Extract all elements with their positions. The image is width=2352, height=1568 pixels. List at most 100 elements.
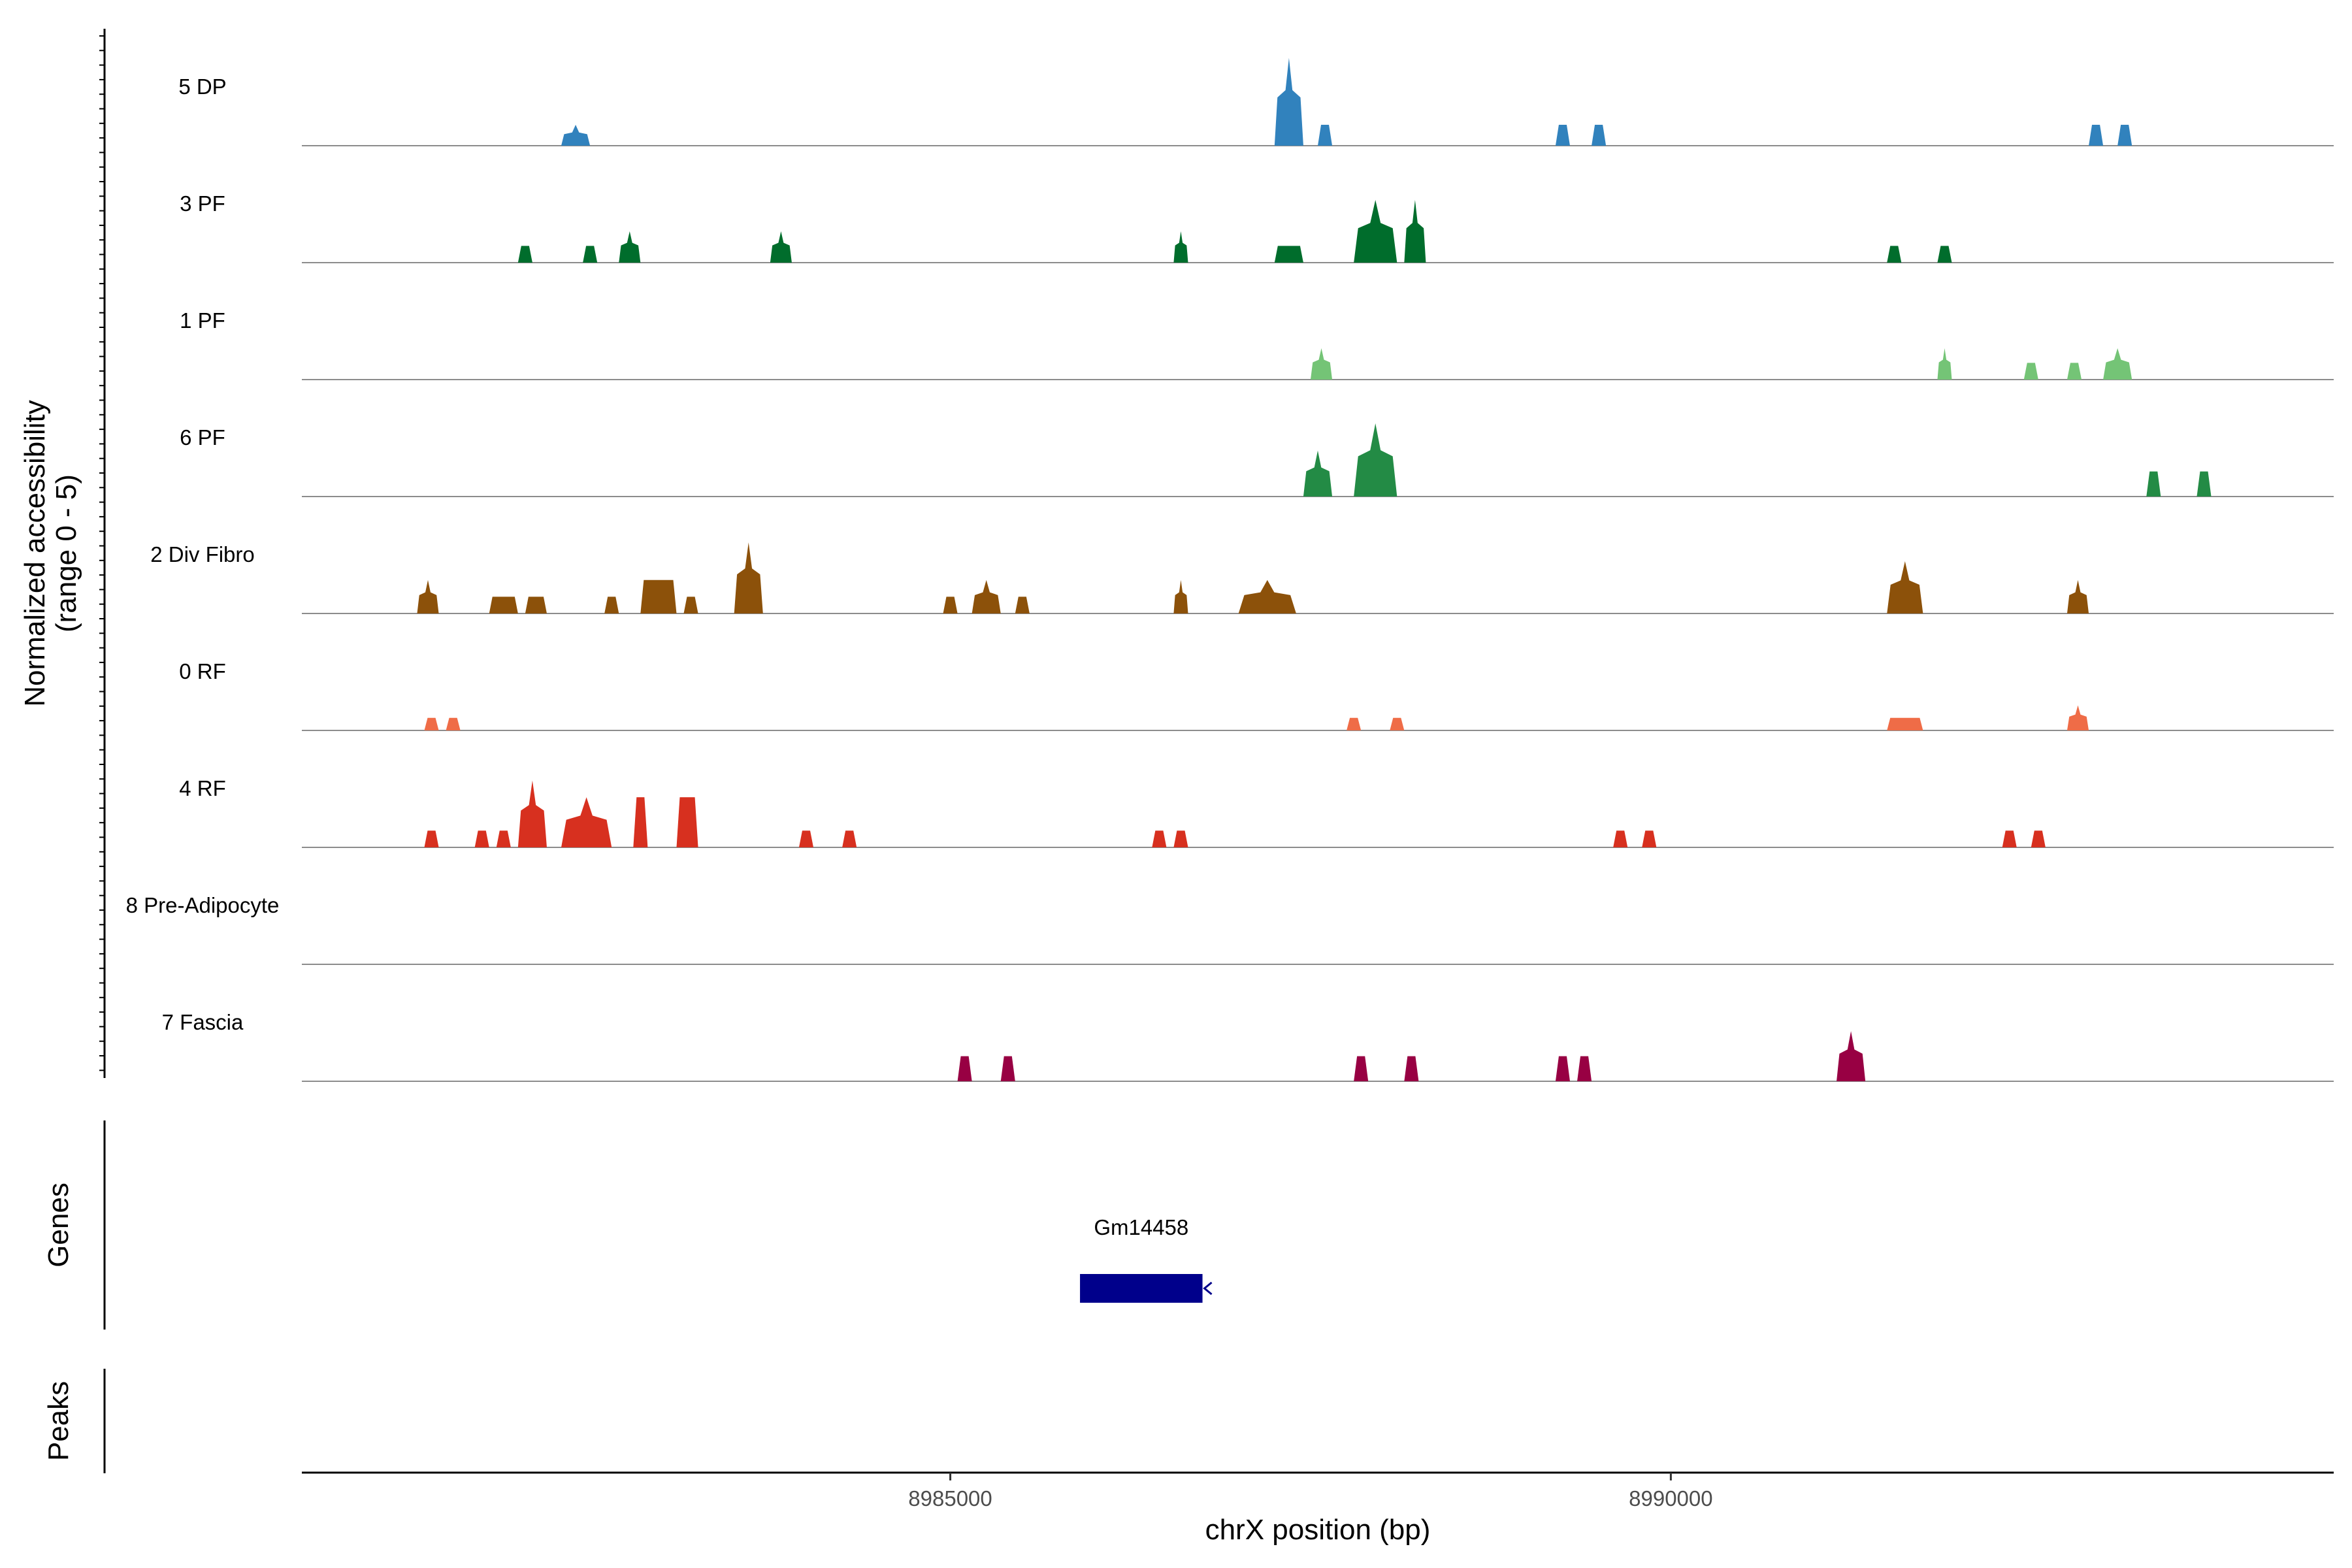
coverage-peak — [1555, 125, 1570, 146]
coverage-peak — [1404, 1056, 1419, 1081]
coverage-peak — [798, 830, 814, 847]
coverage-peak — [957, 1056, 972, 1081]
coverage-peak — [1642, 830, 1657, 847]
coverage-peak — [1015, 596, 1030, 613]
coverage-peak — [683, 596, 698, 613]
coverage-peak — [1887, 717, 1923, 730]
coverage-peak — [1404, 200, 1426, 263]
coverage-peak — [489, 596, 518, 613]
coverage-peak — [1613, 830, 1628, 847]
coverage-peak — [1887, 246, 1902, 263]
coverage-peak — [1592, 125, 1607, 146]
coverage-peak — [640, 580, 677, 613]
coverage-track: 4 RF — [179, 776, 2334, 848]
coverage-peak — [2197, 471, 2212, 497]
coverage-track: 5 DP — [178, 57, 2334, 146]
coverage-peak — [517, 246, 532, 263]
coverage-peak — [633, 797, 648, 847]
coverage-peak — [2146, 471, 2161, 497]
genes-track-title: Genes — [42, 1183, 74, 1267]
coverage-peak — [583, 246, 598, 263]
coverage-peak — [1354, 423, 1397, 497]
coverage-peak — [972, 580, 1001, 613]
coverage-peak — [1173, 231, 1188, 263]
coverage-track: 7 Fascia — [162, 1010, 2334, 1082]
coverage-peak — [1354, 200, 1397, 263]
gene-annotations: Gm14458 — [1080, 1215, 1213, 1303]
coverage-peak — [1303, 450, 1333, 497]
coverage-peak — [2023, 363, 2038, 380]
track-label: 8 Pre-Adipocyte — [126, 893, 280, 917]
coverage-peak — [676, 797, 698, 847]
coverage-peak — [1310, 348, 1333, 380]
track-label: 7 Fascia — [162, 1010, 244, 1034]
coverage-track: 3 PF — [180, 191, 2334, 263]
gene-label: Gm14458 — [1094, 1215, 1188, 1239]
coverage-peak — [1837, 1031, 1866, 1081]
coverage-peak — [1000, 1056, 1015, 1081]
coverage-peak — [517, 780, 547, 847]
coverage-peak — [1354, 1056, 1369, 1081]
y-axis-title-line-2: (range 0 - 5) — [50, 474, 82, 632]
track-label: 5 DP — [178, 74, 226, 99]
track-label: 3 PF — [180, 191, 225, 216]
coverage-peak — [2066, 580, 2089, 613]
x-axis-ticks: 8985000 8990000 — [908, 1473, 1713, 1511]
coverage-peak — [604, 596, 619, 613]
track-label: 2 Div Fibro — [150, 542, 255, 566]
coverage-peak — [2089, 125, 2104, 146]
peaks-track-title: Peaks — [42, 1381, 74, 1461]
coverage-peak — [424, 830, 439, 847]
coverage-peak — [770, 231, 792, 263]
coverage-track: 1 PF — [180, 308, 2334, 380]
coverage-peak — [446, 717, 461, 730]
coverage-peak — [496, 830, 511, 847]
gene-model: Gm14458 — [1080, 1215, 1213, 1303]
track-label: 6 PF — [180, 425, 225, 449]
coverage-peak — [1555, 1056, 1570, 1081]
x-axis-title: chrX position (bp) — [1205, 1514, 1431, 1546]
coverage-peak — [2031, 830, 2046, 847]
coverage-peak — [1173, 580, 1188, 613]
strand-arrow-icon — [1203, 1281, 1213, 1296]
coverage-peak — [1347, 717, 1362, 730]
coverage-peak — [1274, 57, 1303, 146]
coverage-peak — [525, 596, 547, 613]
coverage-peak — [1152, 830, 1167, 847]
track-label: 4 RF — [179, 776, 226, 800]
y-axis-title-line-1: Normalized accessibility — [19, 400, 51, 706]
coverage-peak — [1577, 1056, 1592, 1081]
gene-body — [1080, 1274, 1203, 1303]
coverage-tracks: 5 DP 3 PF 1 PF 6 PF 2 Div Fibro 0 RF 4 RF 8 Pre… — [126, 57, 2334, 1082]
coverage-peak — [1937, 246, 1952, 263]
coverage-peak — [561, 797, 612, 847]
coverage-peak — [619, 231, 641, 263]
coverage-track: 2 Div Fibro — [150, 542, 2334, 614]
track-label: 1 PF — [180, 308, 225, 333]
coverage-peak — [1887, 561, 1923, 613]
coverage-peak — [734, 542, 763, 613]
x-axis-tick-label: 8990000 — [1629, 1486, 1712, 1511]
coverage-peak — [943, 596, 958, 613]
coverage-track: 0 RF — [179, 659, 2334, 731]
coverage-peak — [2002, 830, 2017, 847]
coverage-peak — [417, 580, 439, 613]
coverage-peak — [1173, 830, 1188, 847]
coverage-peak — [1937, 348, 1952, 380]
coverage-peak — [561, 125, 591, 146]
coverage-track: 8 Pre-Adipocyte — [126, 893, 2334, 965]
coverage-peak — [2066, 705, 2089, 730]
coverage-peak — [1390, 717, 1405, 730]
coverage-track: 6 PF — [180, 423, 2334, 497]
coverage-peak — [2117, 125, 2132, 146]
coverage-peak — [2066, 363, 2082, 380]
coverage-peak — [1238, 580, 1296, 613]
coverage-peak — [1318, 125, 1333, 146]
coverage-peak — [474, 830, 489, 847]
coverage-peak — [1274, 246, 1303, 263]
x-axis-tick-label: 8985000 — [908, 1486, 992, 1511]
coverage-peak — [2103, 348, 2132, 380]
coverage-peak — [424, 717, 439, 730]
track-label: 0 RF — [179, 659, 226, 683]
